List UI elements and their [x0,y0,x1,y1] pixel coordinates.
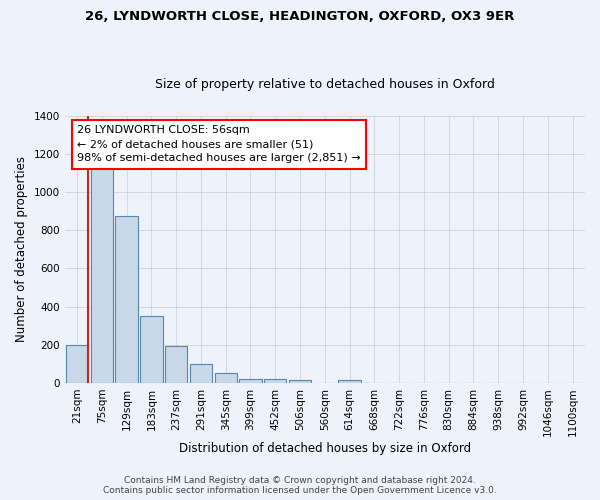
Bar [190,364,212,383]
Bar [215,373,237,383]
X-axis label: Distribution of detached houses by size in Oxford: Distribution of detached houses by size … [179,442,471,455]
Text: 26 LYNDWORTH CLOSE: 56sqm
← 2% of detached houses are smaller (51)
98% of semi-d: 26 LYNDWORTH CLOSE: 56sqm ← 2% of detach… [77,126,361,164]
Text: 26, LYNDWORTH CLOSE, HEADINGTON, OXFORD, OX3 9ER: 26, LYNDWORTH CLOSE, HEADINGTON, OXFORD,… [85,10,515,23]
Bar [66,345,88,383]
Y-axis label: Number of detached properties: Number of detached properties [15,156,28,342]
Bar [140,316,163,383]
Bar [239,378,262,383]
Text: Contains HM Land Registry data © Crown copyright and database right 2024.
Contai: Contains HM Land Registry data © Crown c… [103,476,497,495]
Bar [264,379,286,383]
Bar [289,380,311,383]
Bar [115,216,138,383]
Bar [91,168,113,383]
Bar [165,346,187,383]
Bar [338,380,361,383]
Title: Size of property relative to detached houses in Oxford: Size of property relative to detached ho… [155,78,495,91]
